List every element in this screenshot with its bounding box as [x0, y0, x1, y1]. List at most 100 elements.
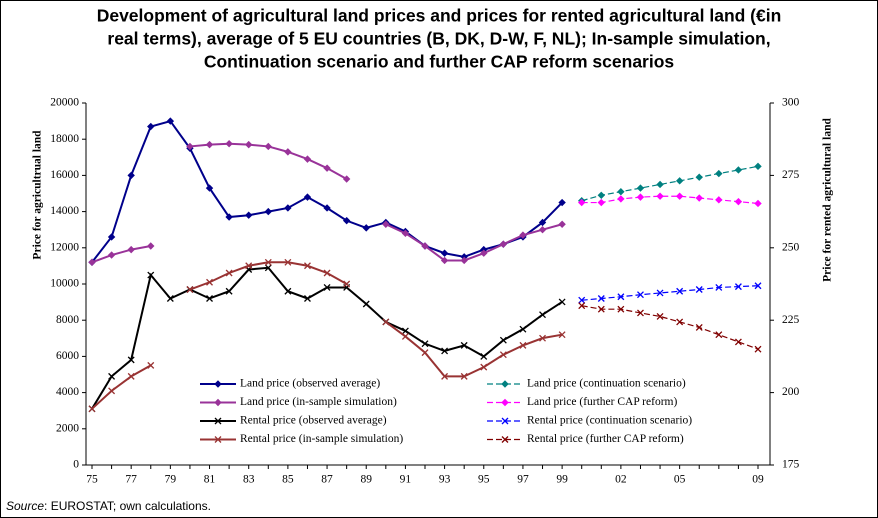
data-point	[734, 197, 743, 206]
legend-marker	[214, 417, 222, 425]
data-point	[734, 166, 743, 174]
y-tick-label: 2000	[56, 422, 79, 434]
data-point	[656, 192, 664, 200]
data-point	[205, 184, 214, 192]
data-point	[578, 302, 586, 310]
legend-label: Land price (in-sample simulation)	[240, 396, 397, 408]
data-point	[539, 334, 546, 342]
data-point	[264, 264, 272, 272]
data-point	[401, 229, 410, 238]
data-point	[499, 351, 507, 359]
data-point	[88, 405, 96, 413]
data-point	[578, 296, 586, 304]
y2-axis-title: Price for rented agricultural land	[822, 118, 834, 282]
data-point	[538, 218, 547, 227]
data-point	[460, 341, 468, 349]
data-point	[206, 295, 213, 302]
data-point	[754, 345, 762, 353]
legend-label: Rental price (further CAP reform)	[527, 433, 684, 445]
data-point	[754, 199, 762, 208]
y-tick-label: 12000	[50, 241, 79, 253]
data-point	[362, 224, 370, 232]
data-point	[519, 341, 527, 349]
data-point	[460, 256, 468, 265]
x-tick-label: 89	[360, 474, 372, 486]
data-point	[127, 171, 135, 180]
data-point	[147, 361, 155, 369]
data-point	[676, 287, 684, 295]
data-point	[127, 356, 135, 364]
data-point	[147, 242, 155, 250]
data-point	[715, 284, 723, 291]
data-point	[225, 269, 233, 277]
data-point	[303, 155, 312, 163]
legend-marker	[501, 436, 509, 443]
legend-label: Land price (further CAP reform)	[527, 396, 677, 408]
data-point	[480, 363, 488, 371]
series-line	[581, 305, 759, 350]
data-point	[558, 331, 566, 339]
y-tick-label: 6000	[56, 350, 79, 362]
y-tick-label: 16000	[50, 169, 79, 181]
y-tick-label: 18000	[50, 133, 79, 145]
data-point	[656, 312, 664, 320]
legend-label: Land price (continuation scenario)	[527, 378, 686, 390]
data-point	[264, 258, 272, 266]
data-point	[715, 331, 723, 339]
y2-tick-label: 175	[782, 459, 800, 471]
data-point	[695, 286, 703, 293]
data-point	[421, 340, 429, 348]
data-point	[382, 318, 390, 326]
data-point	[675, 192, 684, 200]
data-point	[421, 242, 429, 250]
data-point	[304, 295, 311, 302]
data-point	[695, 194, 703, 202]
data-point	[244, 211, 253, 219]
data-point	[695, 173, 703, 181]
data-point	[244, 140, 253, 149]
x-tick-label: 95	[478, 474, 490, 486]
data-point	[186, 142, 194, 151]
data-point	[480, 352, 488, 360]
chart-title: Continuation scenario and further CAP re…	[204, 52, 675, 72]
data-point	[597, 295, 605, 302]
data-point	[715, 169, 723, 178]
data-point	[480, 249, 488, 257]
legend-marker	[214, 436, 222, 443]
chart-title: Development of agricultural land prices …	[97, 6, 782, 26]
data-point	[460, 372, 468, 380]
legend-marker	[214, 380, 222, 388]
x-tick-label: 83	[243, 474, 255, 486]
data-point	[108, 387, 116, 395]
data-point	[206, 278, 213, 286]
data-point	[617, 187, 625, 196]
y-axis-title: Price for agricultrual land	[32, 130, 44, 260]
data-point	[284, 148, 292, 156]
data-point	[558, 298, 566, 306]
legend-marker	[501, 398, 509, 407]
y2-tick-label: 200	[782, 386, 800, 398]
data-point	[88, 258, 96, 266]
data-point	[538, 225, 547, 234]
series-line	[581, 165, 759, 202]
y2-tick-label: 225	[782, 314, 800, 326]
data-point	[695, 323, 703, 331]
data-point	[636, 193, 645, 201]
source-note: Source: EUROSTAT; own calculations.	[6, 499, 211, 513]
x-tick-label: 91	[400, 474, 412, 486]
y-tick-label: 8000	[56, 314, 79, 326]
data-point	[441, 347, 449, 355]
data-point	[597, 198, 606, 207]
data-point	[166, 117, 175, 125]
data-point	[440, 249, 449, 257]
data-point	[342, 175, 351, 183]
x-tick-label: 97	[517, 474, 529, 486]
chart-title: real terms), average of 5 EU countries (…	[107, 29, 770, 49]
data-point	[754, 282, 762, 290]
data-point	[519, 325, 527, 333]
data-point	[617, 293, 625, 301]
legend-label: Land price (observed average)	[240, 378, 380, 390]
legend-marker	[214, 398, 222, 407]
y2-tick-label: 250	[782, 241, 800, 253]
